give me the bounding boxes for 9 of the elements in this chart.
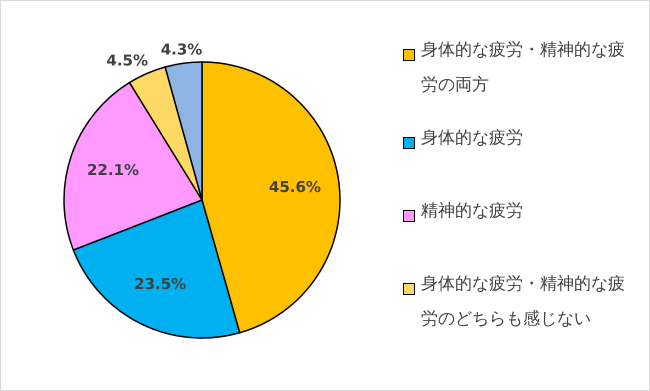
legend-label: 精神的な疲労 (421, 200, 523, 223)
legend-label: 身体的な疲労・精神的な疲労のどちらも感じない (421, 273, 626, 331)
legend-label: 身体的な疲労・精神的な疲労の両方 (421, 39, 626, 97)
data-label: 45.6% (268, 178, 321, 196)
data-label: 4.5% (106, 52, 148, 70)
data-label: 22.1% (87, 161, 140, 180)
legend-label: 身体的な疲労 (421, 127, 523, 150)
data-label: 23.5% (134, 275, 186, 294)
data-label: 4.3% (160, 40, 202, 58)
